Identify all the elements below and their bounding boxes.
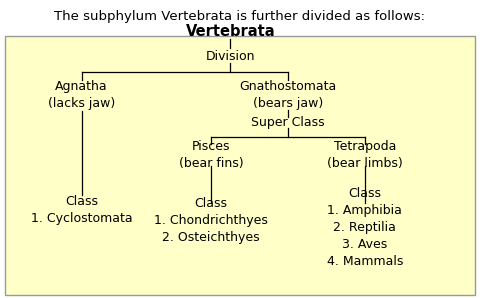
Text: Vertebrata: Vertebrata: [186, 24, 275, 39]
Text: Super Class: Super Class: [251, 116, 325, 129]
Text: Class
1. Chondrichthyes
2. Osteichthyes: Class 1. Chondrichthyes 2. Osteichthyes: [154, 197, 268, 244]
Text: Class
1. Cyclostomata: Class 1. Cyclostomata: [31, 195, 132, 225]
Text: Agnatha
(lacks jaw): Agnatha (lacks jaw): [48, 80, 115, 110]
Text: Class
1. Amphibia
2. Reptilia
3. Aves
4. Mammals: Class 1. Amphibia 2. Reptilia 3. Aves 4.…: [326, 187, 403, 268]
Text: Gnathostomata
(bears jaw): Gnathostomata (bears jaw): [240, 80, 336, 110]
Text: The subphylum Vertebrata is further divided as follows:: The subphylum Vertebrata is further divi…: [55, 10, 425, 23]
Text: Pisces
(bear fins): Pisces (bear fins): [179, 140, 243, 170]
Text: Tetrapoda
(bear limbs): Tetrapoda (bear limbs): [327, 140, 403, 170]
Text: Division: Division: [205, 50, 255, 63]
FancyBboxPatch shape: [5, 36, 475, 295]
